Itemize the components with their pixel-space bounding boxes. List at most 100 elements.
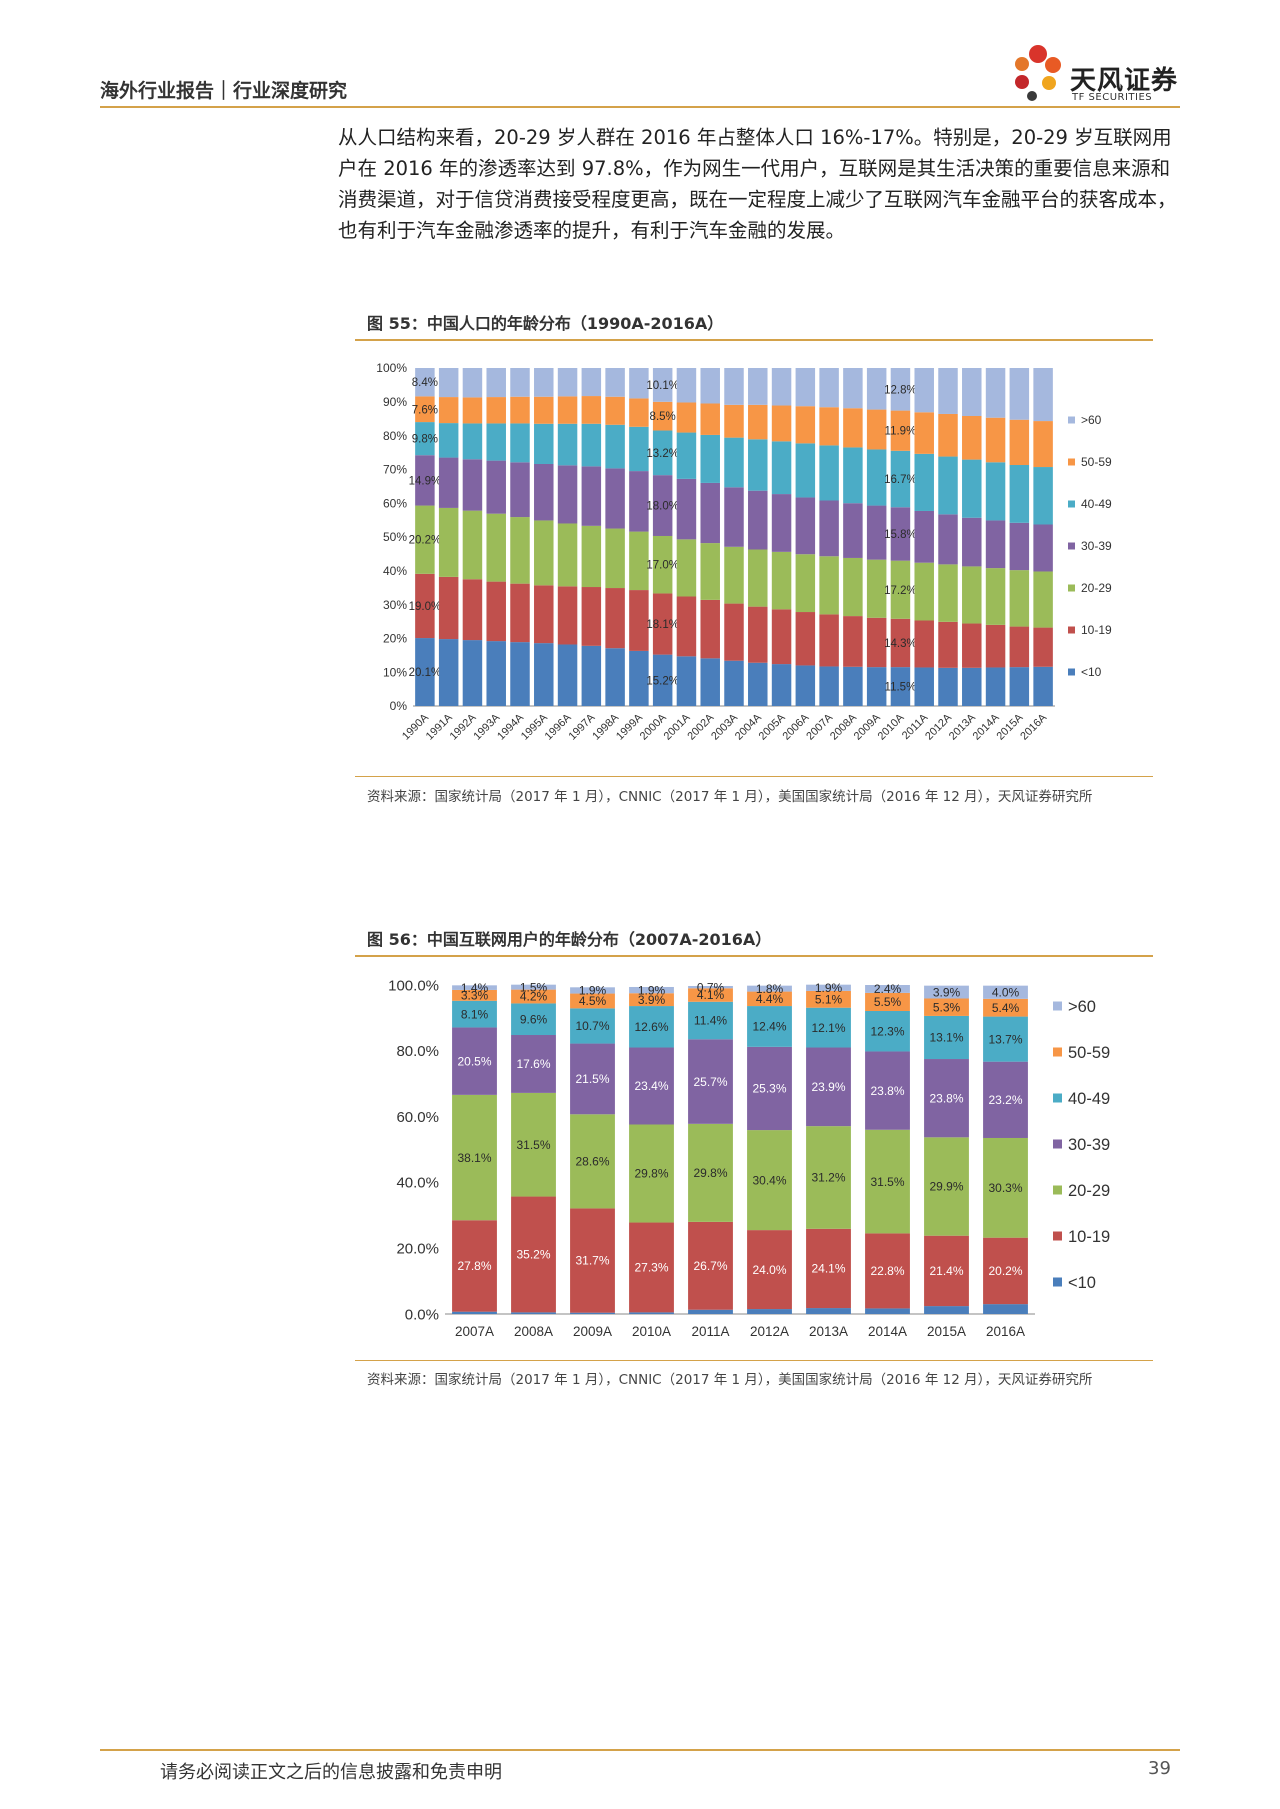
data-label: 8.5% — [650, 411, 676, 423]
bar-segment-40-49-2012A — [747, 1006, 792, 1047]
bar-segment-50-59-2010A — [629, 993, 674, 1007]
data-label: 31.5% — [870, 1175, 904, 1189]
bar-segment-over-60-2006A — [795, 368, 816, 407]
y-tick-label: 10% — [383, 665, 407, 679]
figure-55-top-rule — [355, 339, 1153, 341]
bar-segment-10-19-1992A — [462, 579, 483, 641]
data-label: 9.8% — [412, 434, 438, 446]
bar-segment-20-29-1997A — [581, 525, 602, 588]
data-label: 8.4% — [412, 377, 438, 389]
bar-segment-20-29-2000A — [652, 535, 673, 594]
bar-segment-10-19-2001A — [676, 596, 697, 657]
bar-segment-40-49-2011A — [688, 1001, 733, 1040]
y-tick-label: 40.0% — [396, 1175, 439, 1192]
bar-segment-40-49-2014A — [985, 462, 1006, 521]
bar-segment-10-19-1996A — [557, 586, 578, 645]
bar-segment-40-49-2001A — [676, 432, 697, 479]
bar-segment-30-39-2010A — [629, 1047, 674, 1125]
data-label: 3.3% — [461, 989, 489, 1003]
legend-label-over-60: >60 — [1081, 413, 1102, 427]
bar-segment-20-29-2007A — [819, 556, 839, 615]
data-label: 17.2% — [884, 585, 917, 597]
bar-segment-20-29-2006A — [795, 554, 816, 613]
bar-segment-30-39-2015A — [924, 1059, 969, 1138]
y-tick-label: 0% — [390, 699, 408, 713]
legend-swatch-40-49 — [1053, 1093, 1062, 1103]
bar-segment-50-59-2016A — [1033, 421, 1053, 468]
x-tick-label: 2007A — [455, 1324, 494, 1339]
bar-segment-30-39-2015A — [1009, 522, 1030, 571]
data-label: 4.4% — [756, 992, 784, 1006]
page-header: 海外行业报告｜行业深度研究 天风证券 TF SECURITIES — [100, 40, 1180, 110]
bar-segment-over-60-1998A — [605, 368, 625, 397]
legend-swatch-10-19 — [1068, 626, 1075, 634]
bar-segment-over-60-1999A — [629, 368, 649, 399]
data-label: 2.4% — [874, 982, 902, 996]
bar-segment-20-29-2009A — [570, 1114, 615, 1209]
data-label: 23.4% — [634, 1079, 668, 1093]
data-label: 21.5% — [575, 1072, 609, 1086]
data-label: 11.4% — [694, 1014, 727, 1028]
bar-segment-30-39-2011A — [688, 1039, 733, 1124]
legend-swatch-30-39 — [1053, 1139, 1062, 1149]
bar-segment-over-60-1994A — [510, 368, 530, 397]
data-label: 8.1% — [461, 1007, 489, 1021]
legend-label-under-10: <10 — [1068, 1274, 1096, 1292]
bar-segment-20-29-2014A — [985, 568, 1006, 625]
bar-segment-10-19-2011A — [914, 620, 934, 668]
data-label: 30.3% — [988, 1181, 1022, 1195]
bar-segment-50-59-2012A — [938, 413, 958, 457]
bar-segment-40-49-1996A — [557, 423, 578, 466]
bar-segment-30-39-1992A — [462, 459, 483, 511]
data-label: 23.9% — [811, 1080, 845, 1094]
y-tick-label: 20% — [383, 632, 407, 646]
bar-segment-40-49-2010A — [629, 1006, 674, 1048]
bar-segment-50-59-2005A — [771, 405, 792, 442]
bar-segment-under-10-1999A — [629, 650, 649, 706]
y-tick-label: 0.0% — [405, 1306, 439, 1323]
bar-segment-over-60-1995A — [534, 368, 554, 397]
bar-segment-over-60-2005A — [771, 368, 792, 406]
logo-subtitle: TF SECURITIES — [1072, 92, 1153, 103]
data-label: 11.5% — [885, 682, 917, 694]
data-label: 14.3% — [884, 638, 917, 650]
data-label: 38.1% — [457, 1151, 491, 1165]
bar-segment-40-49-1999A — [629, 426, 649, 472]
bar-segment-40-49-2012A — [938, 456, 958, 515]
bar-segment-10-19-2010A — [890, 618, 911, 668]
bar-segment-over-60-1991A — [438, 368, 459, 398]
bar-segment-under-10-2015A — [1009, 667, 1030, 706]
bar-segment-20-29-2011A — [914, 562, 934, 621]
bar-segment-10-19-2011A — [688, 1221, 733, 1310]
data-label: 1.9% — [638, 983, 666, 997]
bar-segment-20-29-1996A — [557, 523, 578, 587]
bar-segment-over-60-2004A — [748, 368, 768, 405]
bar-segment-50-59-2006A — [795, 406, 816, 444]
bar-segment-20-29-2015A — [924, 1137, 969, 1236]
bar-segment-10-19-2005A — [771, 609, 792, 665]
bar-segment-20-29-1991A — [438, 507, 459, 577]
figure-56-bottom-rule — [355, 1360, 1153, 1361]
bar-segment-50-59-2013A — [806, 990, 851, 1008]
x-tick-label: 2013A — [809, 1324, 848, 1339]
bar-segment-20-29-2002A — [700, 543, 720, 600]
bar-segment-over-60-1997A — [581, 368, 602, 397]
x-tick-label: 2014A — [868, 1324, 907, 1339]
data-label: 1.5% — [520, 980, 548, 994]
data-label: 22.8% — [870, 1264, 904, 1278]
figure-56-top-rule — [355, 955, 1153, 957]
data-label: 25.7% — [693, 1075, 727, 1089]
y-tick-label: 100% — [376, 361, 407, 375]
bar-segment-50-59-2009A — [570, 993, 615, 1009]
bar-segment-10-19-2008A — [511, 1196, 556, 1313]
bar-segment-30-39-1996A — [557, 465, 578, 524]
bar-segment-over-60-2008A — [843, 368, 863, 409]
bar-segment-under-10-2008A — [511, 1312, 556, 1314]
logo-name: 天风证券 — [1070, 66, 1179, 96]
bar-segment-50-59-2007A — [452, 989, 497, 1001]
report-category: 海外行业报告｜行业深度研究 — [100, 80, 348, 102]
bar-segment-40-49-2015A — [924, 1015, 969, 1060]
bar-segment-10-19-2015A — [924, 1235, 969, 1307]
bar-segment-under-10-1994A — [510, 642, 530, 706]
y-tick-label: 60.0% — [396, 1109, 439, 1126]
